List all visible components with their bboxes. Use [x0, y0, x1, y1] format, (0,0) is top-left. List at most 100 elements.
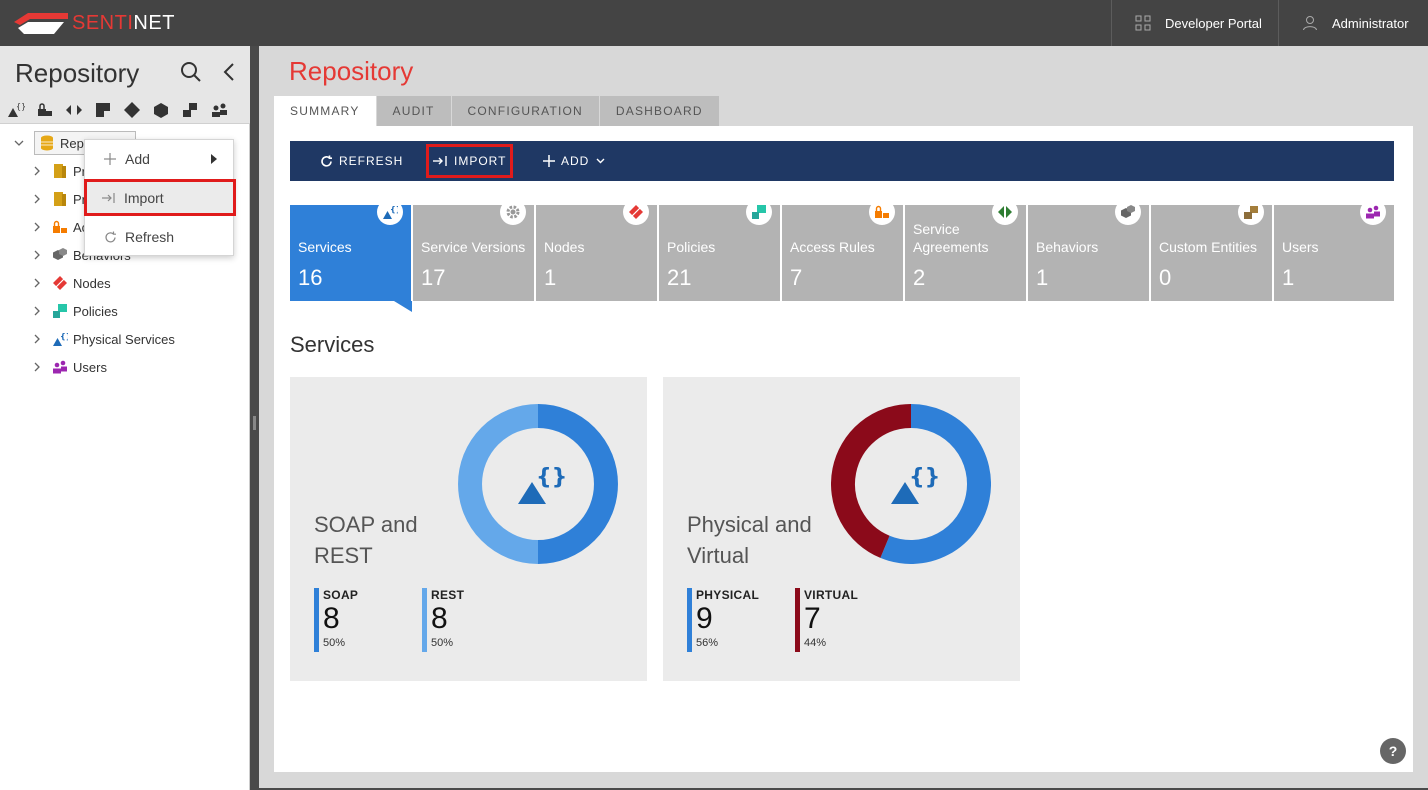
physical-service-icon: {} — [518, 465, 567, 504]
node-icon — [623, 199, 649, 225]
node-icon — [52, 275, 68, 291]
tile-custom-entities[interactable]: Custom Entities 0 — [1151, 199, 1272, 301]
refresh-button[interactable]: REFRESH — [320, 147, 403, 175]
svg-text:{}: {} — [536, 465, 567, 490]
section-title: Services — [290, 332, 375, 357]
context-menu-import[interactable]: Import — [84, 179, 236, 216]
plus-icon — [103, 153, 117, 165]
donut-segments — [831, 404, 991, 564]
donut-chart: {} — [831, 404, 991, 564]
database-icon — [39, 135, 55, 151]
tab-bar: SUMMARY AUDIT CONFIGURATION DASHBOARD — [274, 96, 720, 126]
donut-segment-physical — [880, 404, 991, 564]
context-menu-add[interactable]: Add — [85, 143, 235, 175]
summary-content: REFRESH IMPORT ADD {} Services 16 Servic… — [274, 126, 1413, 772]
tab-audit[interactable]: AUDIT — [376, 96, 452, 126]
tile-access-rules[interactable]: Access Rules 7 — [782, 199, 903, 301]
tile-service-agreements[interactable]: Service Agreements 2 — [905, 199, 1026, 301]
tile-services[interactable]: {} Services 16 — [290, 199, 411, 301]
context-menu: Add Import Refresh — [84, 139, 236, 256]
sidebar-filter-toolbar: {} — [0, 96, 250, 124]
physical-service-icon: {} — [891, 465, 940, 504]
context-menu-refresh[interactable]: Refresh — [85, 221, 235, 253]
help-button[interactable]: ? — [1380, 738, 1406, 764]
add-button[interactable]: ADD — [543, 147, 611, 175]
search-icon[interactable] — [180, 61, 202, 83]
agreement-icon — [992, 199, 1018, 225]
card-title: Physical and Virtual — [687, 512, 812, 568]
chevron-right-icon[interactable] — [30, 250, 44, 260]
behavior-filter-icon[interactable] — [151, 100, 171, 120]
lock-icon — [52, 219, 68, 235]
donut-segment-rest — [458, 404, 539, 564]
chevron-down-icon — [596, 158, 605, 164]
chevron-right-icon[interactable] — [30, 278, 44, 288]
folder-icon — [52, 163, 68, 179]
tile-nodes[interactable]: Nodes 1 — [536, 199, 657, 301]
tile-service-versions[interactable]: Service Versions 17 — [413, 199, 534, 301]
gear-icon — [500, 199, 526, 225]
chevron-down-icon[interactable] — [12, 138, 26, 148]
developer-portal-link[interactable]: Developer Portal — [1135, 0, 1262, 46]
svg-text:{}: {} — [390, 205, 398, 214]
user-menu[interactable]: Administrator — [1302, 0, 1409, 46]
sentinet-logo[interactable]: SENTINET — [14, 9, 175, 37]
tab-summary[interactable]: SUMMARY — [274, 96, 377, 126]
import-icon — [102, 192, 116, 204]
document-filter-icon[interactable] — [93, 100, 113, 120]
sidebar-title: Repository — [15, 58, 140, 88]
chevron-right-icon[interactable] — [30, 362, 44, 372]
chevron-right-icon[interactable] — [30, 194, 44, 204]
donut-segment-virtual — [831, 404, 912, 558]
grid-icon — [1135, 15, 1151, 31]
tree-item-physical-services[interactable]: {} Physical Services — [30, 327, 175, 351]
refresh-icon — [320, 155, 333, 168]
panel-splitter[interactable] — [251, 46, 258, 790]
lock-icon — [869, 199, 895, 225]
stat-rest: REST 8 50% — [422, 588, 464, 654]
chevron-right-icon[interactable] — [30, 222, 44, 232]
lock-filter-icon[interactable] — [35, 100, 55, 120]
tree-item-nodes[interactable]: Nodes — [30, 271, 111, 295]
tile-behaviors[interactable]: Behaviors 1 — [1028, 199, 1149, 301]
chevron-right-icon[interactable] — [30, 306, 44, 316]
tile-users[interactable]: Users 1 — [1274, 199, 1394, 301]
import-button[interactable]: IMPORT — [425, 144, 514, 178]
summary-tiles: {} Services 16 Service Versions 17 Nodes… — [290, 199, 1394, 312]
chevron-right-icon[interactable] — [30, 166, 44, 176]
physical-service-icon: {} — [377, 199, 403, 225]
node-filter-icon[interactable] — [122, 100, 142, 120]
refresh-icon — [103, 231, 117, 244]
tree-item-access-rules[interactable]: Ac — [30, 215, 88, 239]
hexagon-icon — [1115, 199, 1141, 225]
chevron-left-icon[interactable] — [222, 61, 236, 83]
svg-text:{}: {} — [16, 102, 25, 111]
sidebar-header: Repository — [0, 46, 250, 96]
users-icon — [1360, 199, 1386, 225]
tab-configuration[interactable]: CONFIGURATION — [451, 96, 600, 126]
custom-entity-filter-icon[interactable] — [180, 100, 200, 120]
donut-segments — [458, 404, 618, 564]
tree-item-providers-2[interactable]: Pr — [30, 187, 86, 211]
users-filter-icon[interactable] — [209, 100, 229, 120]
donut-chart: {} — [458, 404, 618, 564]
svg-text:{}: {} — [909, 465, 940, 490]
physical-service-filter-icon[interactable]: {} — [6, 100, 26, 120]
agreement-filter-icon[interactable] — [64, 100, 84, 120]
tile-policies[interactable]: Policies 21 — [659, 199, 780, 301]
policy-icon — [52, 303, 68, 319]
top-bar: SENTINET Developer Portal Administrator — [0, 0, 1428, 46]
physical-service-icon: {} — [52, 331, 68, 347]
stat-soap: SOAP 8 50% — [314, 588, 358, 654]
card-soap-rest: {} SOAP and REST SOAP 8 50% REST 8 50% — [290, 377, 647, 681]
card-title: SOAP and REST — [314, 512, 418, 568]
page-title: Repository — [289, 56, 414, 86]
tree-item-policies[interactable]: Policies — [30, 299, 118, 323]
splitter-handle[interactable] — [253, 416, 256, 430]
chevron-right-icon[interactable] — [30, 334, 44, 344]
users-icon — [52, 359, 68, 375]
stat-virtual: VIRTUAL 7 44% — [795, 588, 858, 654]
tree-item-users[interactable]: Users — [30, 355, 107, 379]
tree-item-providers[interactable]: Pr — [30, 159, 86, 183]
tab-dashboard[interactable]: DASHBOARD — [599, 96, 720, 126]
